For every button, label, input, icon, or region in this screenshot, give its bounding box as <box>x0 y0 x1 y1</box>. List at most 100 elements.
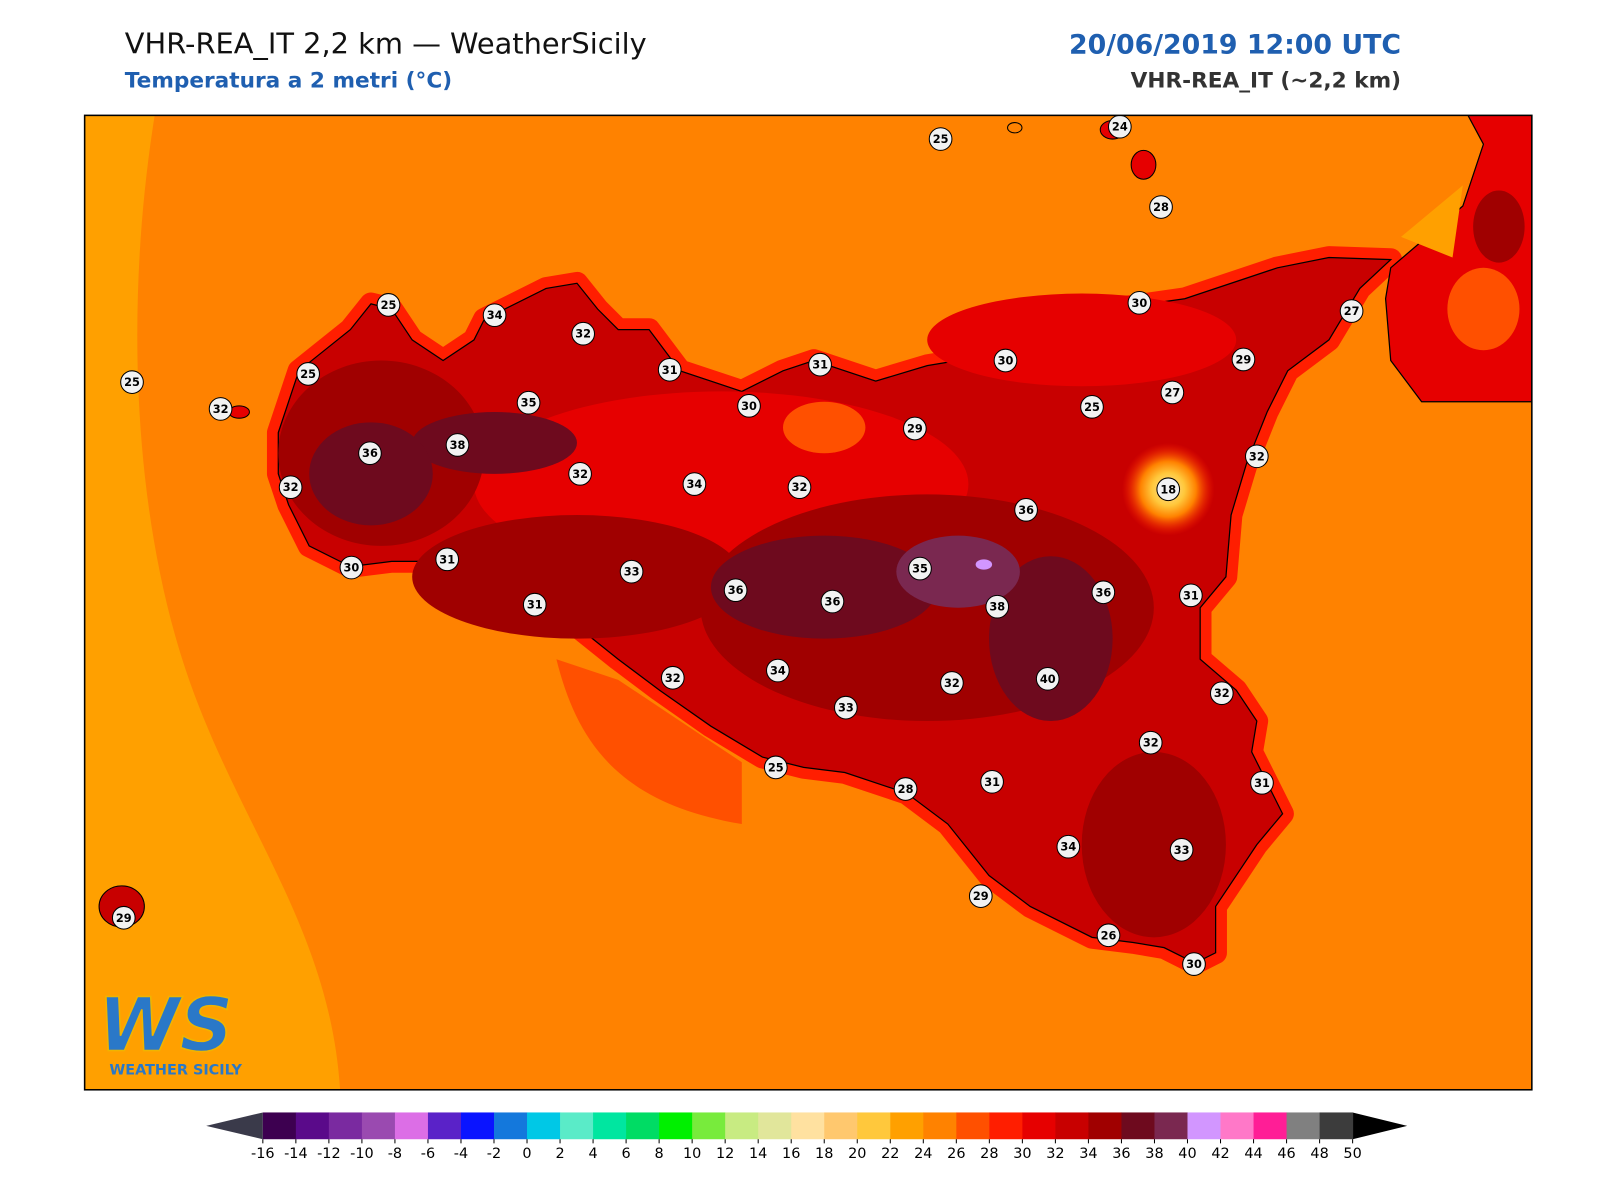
colorbar-segment <box>295 1112 330 1140</box>
colorbar-tick-label: 22 <box>881 1146 899 1162</box>
colorbar-tick-label: 28 <box>980 1146 998 1162</box>
colorbar-tick-label: -10 <box>350 1146 374 1162</box>
station-value: 28 <box>898 782 914 796</box>
datetime: 20/06/2019 12:00 UTC <box>1069 30 1401 61</box>
station-marker <box>993 348 1018 373</box>
colorbar-segment <box>1022 1112 1056 1140</box>
colorbar-segment <box>427 1112 462 1140</box>
station-marker <box>940 671 964 695</box>
colorbar-segment <box>593 1112 627 1140</box>
title: VHR-REA_IT 2,2 km — WeatherSicily <box>125 27 647 61</box>
station-marker <box>787 475 812 500</box>
station-marker <box>766 658 790 683</box>
station-value: 35 <box>912 562 928 576</box>
colorbar-tick-label: 36 <box>1112 1146 1130 1162</box>
station-value: 25 <box>1084 400 1100 414</box>
colorbar-tick-label: 30 <box>1013 1146 1031 1162</box>
station-value: 36 <box>362 446 378 460</box>
colorbar-segment <box>1286 1112 1321 1140</box>
map: 25 24 28 25 34 32 31 31 30 30 27 29 25 25 32 35 30 29 25 27… <box>84 115 1532 1090</box>
station-marker <box>763 755 788 780</box>
station-marker <box>820 589 845 614</box>
colorbar-segment <box>923 1112 957 1140</box>
station-marker <box>1169 837 1194 862</box>
colorbar-segment <box>1088 1112 1122 1140</box>
station-marker <box>1014 498 1038 522</box>
colorbar-tick-label: 6 <box>622 1146 631 1162</box>
station-marker <box>1339 299 1364 323</box>
station-value: 30 <box>741 399 757 413</box>
station-marker <box>1231 347 1256 372</box>
station-value: 36 <box>1095 585 1111 599</box>
colorbar-tick-label: 18 <box>815 1146 833 1162</box>
colorbar-tick-label: 44 <box>1244 1146 1262 1162</box>
station-marker <box>1182 952 1206 976</box>
station-marker <box>435 547 460 572</box>
station-value: 28 <box>1153 200 1169 214</box>
logo-text: WEATHER SICILY <box>109 1062 242 1078</box>
station-marker <box>619 559 644 584</box>
colorbar-segment <box>824 1112 858 1140</box>
colorbar-segment <box>460 1112 495 1140</box>
station-marker <box>376 293 401 317</box>
colorbar-segment <box>262 1112 297 1140</box>
station-value: 25 <box>768 760 784 774</box>
colorbar-under <box>206 1112 263 1140</box>
station-marker <box>339 555 364 580</box>
colorbar-tick-label: 8 <box>655 1146 664 1162</box>
station-value: 27 <box>1344 304 1360 318</box>
station-value: 35 <box>521 396 537 410</box>
colorbar-segment <box>659 1112 693 1140</box>
logo-mark: WS <box>98 983 233 1069</box>
colorbar-tick-label: 32 <box>1046 1146 1064 1162</box>
station-value: 30 <box>344 561 360 575</box>
station-value: 33 <box>1174 843 1190 857</box>
colorbar-tick-label: -12 <box>317 1146 341 1162</box>
station-value: 36 <box>1018 503 1034 517</box>
station-marker <box>968 884 993 908</box>
station-value: 32 <box>213 402 229 416</box>
colorbar-segment <box>890 1112 924 1140</box>
colorbar-tick-label: 16 <box>782 1146 800 1162</box>
colorbar-segment <box>626 1112 660 1140</box>
station-marker <box>808 352 832 377</box>
station-value: 31 <box>1183 588 1199 602</box>
colorbar-tick-label: 0 <box>522 1146 531 1162</box>
station-value: 32 <box>572 467 588 481</box>
station-marker <box>278 475 303 500</box>
colorbar-segment <box>493 1112 528 1140</box>
station-marker <box>1107 115 1132 139</box>
station-value: 40 <box>1040 672 1056 686</box>
colorbar-tick-label: -8 <box>388 1146 402 1162</box>
colorbar-segment <box>1121 1112 1155 1140</box>
colorbar-segment <box>692 1112 726 1140</box>
colorbar-tick-label: 26 <box>947 1146 965 1162</box>
colorbar-tick-label: 46 <box>1277 1146 1295 1162</box>
station-value: 33 <box>838 701 854 715</box>
colorbar-segment <box>1253 1112 1288 1140</box>
colorbar-segment <box>725 1112 759 1140</box>
station-value: 25 <box>300 367 316 381</box>
station-marker <box>358 441 382 466</box>
station-value: 29 <box>907 421 923 435</box>
station-marker <box>208 397 233 421</box>
station-marker <box>516 390 541 415</box>
colorbar-segment <box>857 1112 891 1140</box>
colorbar-over <box>1352 1112 1408 1140</box>
station-value: 32 <box>283 480 299 494</box>
station-value: 31 <box>439 552 455 566</box>
station-value: 31 <box>662 363 678 377</box>
colorbar-tick-label: 40 <box>1178 1146 1196 1162</box>
station-value: 32 <box>1143 736 1159 750</box>
station-marker <box>980 769 1004 794</box>
station-marker <box>908 556 932 581</box>
station-marker <box>682 472 707 496</box>
station-value: 32 <box>792 480 808 494</box>
station-marker <box>1035 666 1060 691</box>
station-marker <box>737 393 761 418</box>
station-marker <box>1056 834 1081 859</box>
station-marker <box>1179 583 1203 608</box>
station-value: 30 <box>1132 296 1148 310</box>
station-value: 32 <box>1249 449 1265 463</box>
